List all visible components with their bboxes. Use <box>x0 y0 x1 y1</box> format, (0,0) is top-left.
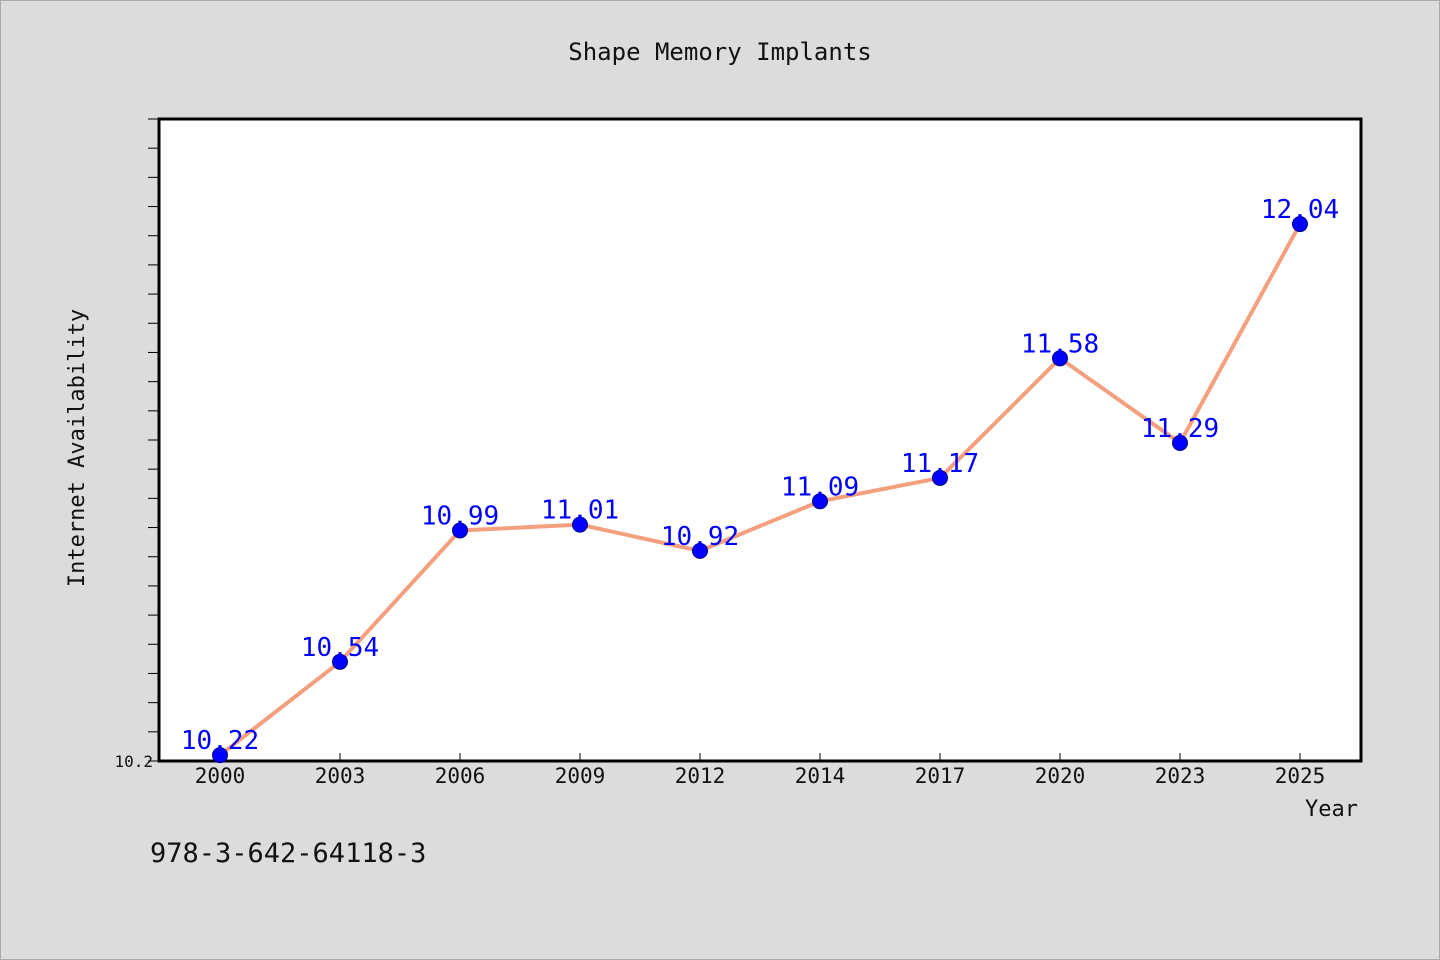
data-label: 11.29 <box>1141 414 1219 444</box>
x-tick-label: 2000 <box>195 764 246 788</box>
data-point <box>1172 434 1188 451</box>
y-tick-label: 10.2 <box>114 752 153 771</box>
plot-area <box>157 117 1363 763</box>
x-tick-label: 2009 <box>555 764 606 788</box>
x-tick-label: 2014 <box>795 764 846 788</box>
x-tick-label: 2025 <box>1275 764 1326 788</box>
data-label: 12.04 <box>1261 195 1339 225</box>
x-tick-label: 2003 <box>315 764 366 788</box>
data-label: 11.01 <box>541 496 619 526</box>
data-point <box>932 469 948 486</box>
chart-title: Shape Memory Implants <box>568 38 871 66</box>
data-point <box>812 493 828 510</box>
data-point <box>1292 216 1308 233</box>
data-label: 11.58 <box>1021 329 1099 359</box>
x-tick-label: 2017 <box>915 764 966 788</box>
data-point <box>692 542 708 559</box>
data-point <box>572 516 588 533</box>
data-label: 10.54 <box>301 633 379 663</box>
isbn-footer: 978-3-642-64118-3 <box>150 838 426 869</box>
data-label: 11.17 <box>901 449 979 479</box>
x-tick-label: 2012 <box>675 764 726 788</box>
x-tick-label: 2006 <box>435 764 486 788</box>
data-label: 10.22 <box>181 726 259 756</box>
data-labels: 10.22 10.54 10.99 11.01 10.92 11.09 11.17 11.58… <box>181 195 1339 756</box>
y-axis-ticks: 10.2 <box>114 118 159 771</box>
data-label: 11.09 <box>781 472 859 502</box>
x-tick-label: 2020 <box>1035 764 1086 788</box>
x-tick-label: 2023 <box>1155 764 1206 788</box>
x-axis-ticks: 2000 2003 2006 2009 2012 2014 2017 2020 2023 2025 <box>195 753 1326 788</box>
y-axis-label: Internet Availability <box>65 309 90 587</box>
data-point <box>452 522 468 539</box>
data-point <box>332 653 348 670</box>
series-line <box>218 222 1302 758</box>
data-label: 10.92 <box>661 522 739 552</box>
data-label: 10.99 <box>421 501 499 531</box>
data-point <box>1052 350 1068 367</box>
data-point <box>212 747 228 764</box>
series-line-group <box>218 222 1302 758</box>
x-axis-label: Year <box>1305 797 1358 822</box>
data-markers <box>212 216 1308 764</box>
